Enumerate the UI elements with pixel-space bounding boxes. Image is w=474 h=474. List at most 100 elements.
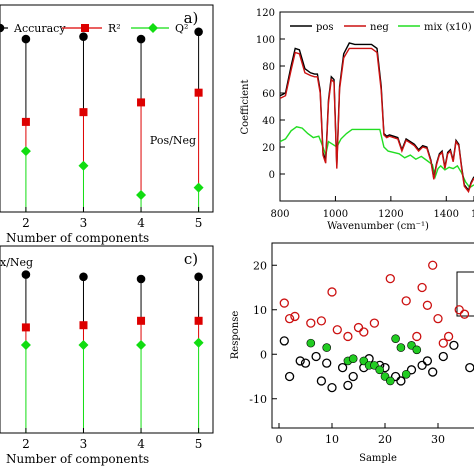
point-diamond bbox=[20, 340, 31, 350]
data-point bbox=[406, 365, 417, 375]
plot-frame bbox=[0, 245, 214, 434]
data-point bbox=[322, 358, 332, 368]
data-point bbox=[422, 300, 433, 310]
data-point bbox=[337, 362, 348, 373]
data-point bbox=[428, 260, 438, 270]
x-tick-label: 10 bbox=[325, 433, 339, 446]
data-point bbox=[279, 336, 289, 346]
y-tick-label: 60 bbox=[262, 89, 275, 100]
point-square bbox=[194, 88, 203, 97]
data-point bbox=[401, 369, 411, 379]
panel-label: a) bbox=[184, 9, 199, 27]
data-point bbox=[306, 318, 316, 328]
data-point bbox=[375, 365, 385, 375]
x-tick-label: 1000 bbox=[323, 209, 348, 220]
series-line-mixx bbox=[279, 126, 474, 189]
x-tick-label: 5 bbox=[195, 216, 203, 230]
data-point bbox=[438, 351, 448, 362]
data-point bbox=[311, 351, 321, 362]
x-tick-label: 1400 bbox=[434, 209, 459, 220]
plot-frame bbox=[279, 11, 474, 202]
x-tick-label: 2 bbox=[22, 216, 30, 230]
point-circle bbox=[136, 34, 146, 44]
legend-label: pos bbox=[316, 22, 334, 33]
data-point bbox=[284, 371, 295, 382]
data-point bbox=[369, 318, 380, 328]
data-point bbox=[327, 287, 337, 297]
data-point bbox=[279, 298, 289, 308]
x-tick-label: 1 bbox=[471, 209, 474, 220]
point-diamond bbox=[193, 182, 204, 193]
point-square bbox=[137, 98, 146, 107]
data-point bbox=[412, 345, 422, 355]
point-diamond bbox=[78, 340, 89, 350]
legend-label: Q² bbox=[175, 22, 188, 35]
x-tick-label: 5 bbox=[195, 437, 203, 451]
data-point bbox=[449, 340, 459, 351]
data-point bbox=[459, 309, 470, 319]
point-circle bbox=[21, 270, 31, 279]
legend-label: R² bbox=[108, 22, 121, 35]
x-axis-label: Sample bbox=[359, 453, 397, 464]
point-circle bbox=[194, 272, 203, 282]
data-point bbox=[316, 376, 327, 386]
x-tick-label: 3 bbox=[80, 216, 88, 230]
data-point bbox=[300, 358, 311, 368]
y-tick-label: 0 bbox=[269, 170, 275, 181]
y-tick-label: 80 bbox=[262, 62, 275, 73]
y-tick-label: -10 bbox=[249, 393, 267, 406]
data-point bbox=[428, 367, 438, 377]
data-point bbox=[417, 282, 427, 293]
data-point bbox=[332, 325, 342, 335]
annotation: Pos/Neg bbox=[150, 134, 196, 147]
legend-label: Accuracy bbox=[13, 22, 66, 35]
point-square bbox=[79, 321, 88, 330]
x-axis-label: Number of components bbox=[6, 452, 149, 466]
y-tick-label: 100 bbox=[256, 35, 275, 46]
x-tick-label: 800 bbox=[270, 209, 289, 220]
point-square bbox=[194, 316, 203, 325]
point-circle bbox=[21, 34, 31, 44]
legend-label: mix (x10) bbox=[424, 22, 472, 33]
data-point bbox=[343, 331, 353, 342]
x-tick-label: 4 bbox=[137, 437, 145, 451]
data-point bbox=[412, 331, 422, 342]
y-tick-label: 40 bbox=[262, 116, 275, 127]
point-diamond bbox=[78, 160, 89, 171]
data-point bbox=[422, 356, 433, 366]
panel-label: c) bbox=[184, 250, 198, 268]
data-point bbox=[284, 313, 295, 324]
x-tick-label: 20 bbox=[378, 433, 392, 446]
y-tick-label: 120 bbox=[256, 8, 275, 19]
legend-marker bbox=[81, 24, 89, 32]
x-tick-label: 0 bbox=[276, 433, 283, 446]
data-point bbox=[433, 313, 443, 324]
data-point bbox=[438, 338, 448, 348]
y-tick-label: 10 bbox=[253, 304, 267, 317]
point-circle bbox=[79, 272, 88, 282]
data-point bbox=[348, 354, 358, 364]
point-square bbox=[79, 108, 88, 117]
legend-marker bbox=[0, 23, 5, 33]
y-tick-label: 20 bbox=[253, 259, 267, 272]
data-point bbox=[454, 305, 464, 315]
data-point bbox=[290, 311, 300, 322]
plot-frame bbox=[0, 4, 214, 213]
x-tick-label: 30 bbox=[431, 433, 445, 446]
x-axis-label: Number of components bbox=[6, 231, 149, 245]
data-point bbox=[391, 334, 400, 343]
x-axis-label: Wavenumber (cm⁻¹) bbox=[327, 221, 429, 232]
legend-marker bbox=[148, 23, 158, 33]
point-circle bbox=[79, 32, 88, 41]
x-tick-label: 3 bbox=[80, 437, 88, 451]
y-tick-label: 20 bbox=[262, 143, 275, 154]
annotation: x/Neg bbox=[0, 256, 33, 269]
series-line-neg bbox=[279, 47, 474, 194]
point-circle bbox=[136, 274, 146, 284]
legend-box bbox=[456, 271, 474, 317]
data-point bbox=[316, 316, 327, 326]
data-point bbox=[396, 376, 406, 386]
legend-label: neg bbox=[370, 22, 389, 33]
data-point bbox=[385, 376, 395, 386]
